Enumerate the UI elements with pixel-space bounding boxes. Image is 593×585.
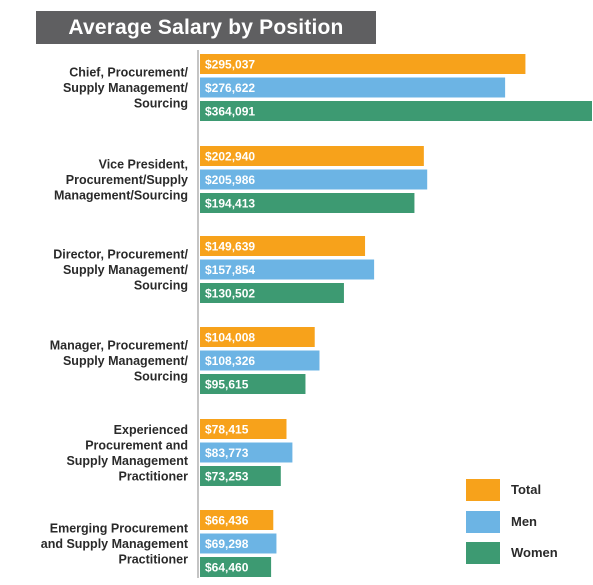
category-label: Management/Sourcing	[54, 189, 188, 203]
bar-total-1	[200, 146, 424, 166]
category-label: Practitioner	[119, 469, 189, 483]
bar-women-5	[200, 557, 272, 577]
category-label: Sourcing	[134, 279, 188, 293]
category-label: Sourcing	[134, 370, 188, 384]
legend-swatch-total	[466, 479, 500, 501]
bar-women-0	[200, 101, 592, 121]
bar-women-2	[200, 283, 344, 303]
legend-label-men: Men	[511, 514, 537, 529]
category-label: Chief, Procurement/	[69, 66, 188, 80]
bar-value-label: $78,415	[205, 423, 249, 437]
bar-men-3	[200, 350, 320, 371]
category-label: Experienced	[114, 423, 188, 437]
category-label: Emerging Procurement	[50, 522, 189, 536]
chart-title: Average Salary by Position	[36, 11, 376, 44]
bar-total-3	[200, 327, 315, 347]
bar-men-0	[200, 77, 506, 98]
bar-value-label: $64,460	[205, 561, 249, 575]
bar-total-0	[200, 54, 526, 74]
category-label: and Supply Management	[41, 537, 189, 551]
bar-value-label: $295,037	[205, 58, 255, 72]
bar-men-5	[200, 533, 277, 554]
bar-value-label: $104,008	[205, 331, 255, 345]
category-label: Supply Management/	[63, 354, 189, 368]
bar-value-label: $364,091	[205, 105, 255, 119]
bar-value-label: $194,413	[205, 197, 255, 211]
bar-value-label: $157,854	[205, 263, 255, 277]
bar-men-1	[200, 169, 428, 190]
bar-value-label: $69,298	[205, 537, 249, 551]
bar-value-label: $73,253	[205, 470, 249, 484]
bar-value-label: $108,326	[205, 354, 255, 368]
category-label: Vice President,	[99, 158, 188, 172]
bar-men-4	[200, 442, 293, 463]
bar-total-4	[200, 419, 287, 439]
legend-label-total: Total	[511, 482, 541, 497]
bar-men-2	[200, 259, 375, 280]
category-label: Supply Management/	[63, 263, 189, 277]
bar-total-5	[200, 510, 274, 530]
category-label: Manager, Procurement/	[50, 339, 189, 353]
category-label: Director, Procurement/	[53, 248, 188, 262]
legend-label-women: Women	[511, 545, 558, 560]
bar-value-label: $130,502	[205, 287, 255, 301]
bar-value-label: $83,773	[205, 446, 249, 460]
category-label: Supply Management	[66, 454, 188, 468]
bar-women-4	[200, 466, 281, 486]
bar-value-label: $276,622	[205, 81, 255, 95]
bar-total-2	[200, 236, 366, 256]
category-label: Procurement/Supply	[66, 173, 188, 187]
bar-value-label: $202,940	[205, 150, 255, 164]
bar-value-label: $149,639	[205, 240, 255, 254]
category-label: Procurement and	[85, 438, 188, 452]
bar-value-label: $205,986	[205, 173, 255, 187]
bar-value-label: $66,436	[205, 514, 249, 528]
category-label: Practitioner	[119, 553, 189, 567]
bar-value-label: $95,615	[205, 378, 249, 392]
legend-swatch-women	[466, 542, 500, 564]
bar-women-3	[200, 374, 306, 394]
bar-women-1	[200, 193, 415, 213]
legend-swatch-men	[466, 511, 500, 533]
category-label: Sourcing	[134, 97, 188, 111]
legend: Total Men Women	[466, 479, 558, 564]
category-label: Supply Management/	[63, 81, 189, 95]
